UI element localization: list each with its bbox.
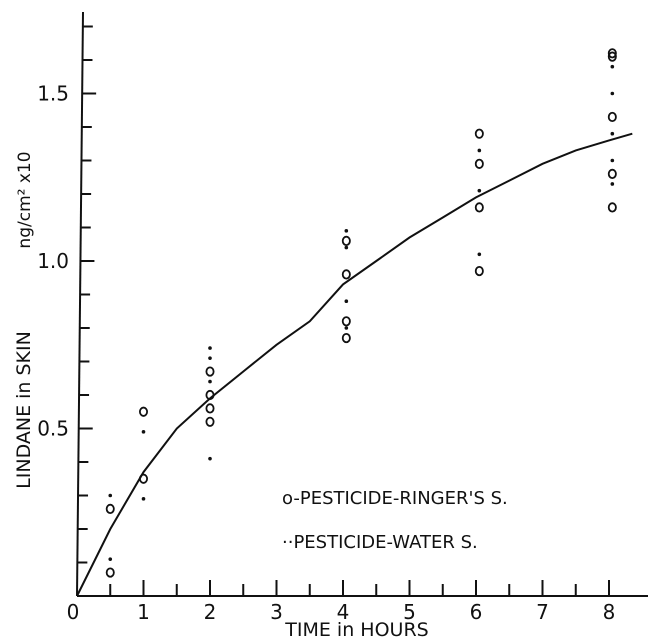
x-tick-label: 1 <box>137 600 150 624</box>
y-axis-line <box>76 11 84 597</box>
ringer-point <box>105 567 115 578</box>
water-point <box>610 158 615 163</box>
x-ticks: 0 1 2 3 4 5 6 7 8 <box>67 580 616 624</box>
legend-entry-water: ··PESTICIDE-WATER S. <box>282 532 478 553</box>
x-tick-label: 5 <box>403 600 416 624</box>
water-point <box>108 557 113 561</box>
data-points <box>105 48 617 578</box>
x-tick-label: 8 <box>603 600 616 624</box>
ringer-point <box>341 316 351 327</box>
water-point <box>610 131 615 136</box>
ringer-point <box>607 111 617 123</box>
y-tick-label: 0.5 <box>37 417 69 441</box>
y-tick-label: 1.0 <box>37 249 69 273</box>
water-point <box>108 493 113 498</box>
ringer-point <box>607 202 617 213</box>
legend-entry-ringer: o-PESTICIDE-RINGER'S S. <box>282 488 508 509</box>
water-point <box>344 245 349 250</box>
ringer-point <box>474 265 484 277</box>
ringer-point <box>607 48 617 59</box>
y-axis-label: LINDANE in SKIN <box>13 331 35 489</box>
legend: o-PESTICIDE-RINGER'S S. ··PESTICIDE-WATE… <box>282 488 508 553</box>
ringer-point <box>205 403 215 414</box>
water-point <box>208 379 212 384</box>
water-point <box>344 229 349 233</box>
water-point <box>208 456 212 461</box>
water-point <box>477 148 482 153</box>
x-tick-label: 0 <box>67 600 80 624</box>
water-point <box>344 326 349 330</box>
water-point <box>208 356 212 360</box>
water-point <box>477 252 482 257</box>
y-tick-label: 1.5 <box>37 82 69 106</box>
water-point <box>610 182 615 186</box>
x-tick-label: 2 <box>204 600 217 624</box>
ringer-point <box>341 269 351 280</box>
y-ticks: 0.5 1.0 1.5 <box>37 25 97 564</box>
axes <box>76 11 648 597</box>
water-point <box>610 91 615 96</box>
ringer-point <box>138 406 148 417</box>
y-axis-unit: ng/cm² x10 <box>15 151 35 248</box>
x-tick-label: 3 <box>270 600 283 624</box>
x-tick-label: 7 <box>536 600 549 624</box>
ringer-point <box>474 202 484 213</box>
water-point <box>141 497 146 501</box>
x-tick-label: 6 <box>470 600 483 624</box>
ringer-point <box>341 235 351 246</box>
ringer-point <box>607 168 617 179</box>
water-point <box>141 430 146 434</box>
ringer-point <box>105 503 115 514</box>
x-axis-label: TIME in HOURS <box>284 619 428 641</box>
water-point <box>477 188 482 193</box>
ringer-point <box>474 158 484 169</box>
ringer-point <box>205 416 215 427</box>
ringer-point <box>474 128 484 139</box>
ringer-point <box>341 332 351 344</box>
fit-curve <box>76 132 633 597</box>
water-point <box>344 299 349 304</box>
water-point <box>208 346 212 350</box>
water-point <box>610 64 615 69</box>
ringer-point <box>205 389 215 401</box>
ringer-point <box>607 51 617 62</box>
ringer-point <box>205 366 215 377</box>
x-tick-label: 4 <box>337 600 350 624</box>
ringer-point <box>138 473 148 484</box>
